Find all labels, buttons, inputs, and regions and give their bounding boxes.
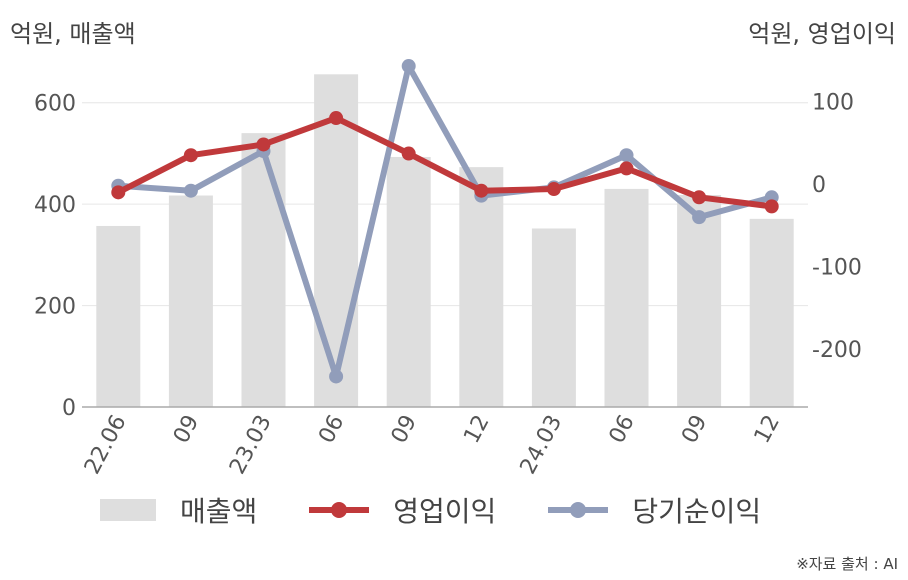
y-right-tick-label: 0 — [812, 173, 826, 198]
revenue-bar — [314, 74, 359, 408]
legend-label-net: 당기순이익 — [632, 495, 762, 528]
operating-profit-line — [115, 115, 775, 210]
x-tick-label: 12 — [750, 411, 785, 447]
y-right-tick-label: 100 — [812, 91, 854, 116]
operating-profit-point — [619, 161, 634, 176]
revenue-bar — [604, 188, 649, 407]
net-profit-line — [115, 63, 775, 380]
revenue-bars — [96, 74, 794, 408]
operating-profit-point — [183, 148, 198, 163]
y-right-tick-label: -100 — [812, 256, 862, 281]
x-tick-label: 06 — [605, 411, 640, 447]
operating-profit-point — [256, 137, 271, 152]
revenue-bar — [749, 218, 794, 407]
legend-label-operating: 영업이익 — [393, 495, 497, 528]
y-right-tick-label: -200 — [812, 338, 862, 363]
x-tick-label: 22.06 — [80, 411, 132, 478]
legend-item-net: 당기순이익 — [548, 490, 761, 530]
net-profit-point — [619, 148, 634, 163]
net-profit-point — [401, 59, 416, 74]
x-tick-label: 09 — [169, 411, 204, 447]
legend-swatch-net — [548, 499, 609, 521]
operating-profit-point — [546, 182, 561, 197]
legend-item-revenue: 매출액 — [100, 490, 257, 530]
tick-labels: 0 200 400 600 -200 -100 0 100 22.06 09 23.03 06 09 12… — [34, 91, 862, 479]
right-axis-unit: 억원, 영업이익 — [748, 20, 896, 48]
legend-swatch-revenue — [100, 499, 156, 521]
net-profit-point — [692, 210, 707, 225]
operating-profit-point — [692, 190, 707, 205]
operating-profit-point — [111, 185, 126, 200]
revenue-bar — [459, 167, 504, 407]
net-profit-point — [183, 183, 198, 198]
revenue-bar — [241, 133, 286, 407]
x-tick-label: 09 — [387, 411, 422, 447]
operating-profit-point — [764, 199, 779, 214]
revenue-bar — [386, 156, 431, 407]
operating-profit-point — [329, 111, 344, 126]
x-tick-label: 23.03 — [225, 411, 277, 478]
profit-lines — [111, 59, 779, 384]
x-tick-label: 06 — [314, 411, 349, 447]
legend-label-revenue: 매출액 — [180, 495, 258, 528]
source-note: ※자료 출처 : AI — [796, 555, 898, 573]
x-tick-label: 12 — [459, 411, 494, 447]
left-axis-unit: 억원, 매출액 — [10, 20, 136, 48]
operating-profit-point — [401, 146, 416, 161]
revenue-bar — [677, 195, 722, 407]
revenue-bar — [168, 195, 213, 407]
y-left-tick-label: 0 — [62, 396, 76, 421]
legend-swatch-operating — [309, 499, 370, 521]
legend: 매출액 영업이익 당기순이익 — [100, 490, 813, 530]
y-left-tick-label: 600 — [34, 92, 76, 117]
y-left-tick-label: 200 — [34, 295, 76, 320]
x-tick-label: 09 — [677, 411, 712, 447]
y-left-tick-label: 400 — [34, 193, 76, 218]
net-profit-point — [329, 369, 344, 384]
legend-item-operating: 영업이익 — [309, 490, 496, 530]
revenue-bar — [531, 228, 576, 407]
revenue-bar — [96, 225, 141, 407]
x-tick-label: 24.03 — [516, 411, 568, 478]
operating-profit-point — [474, 183, 489, 198]
